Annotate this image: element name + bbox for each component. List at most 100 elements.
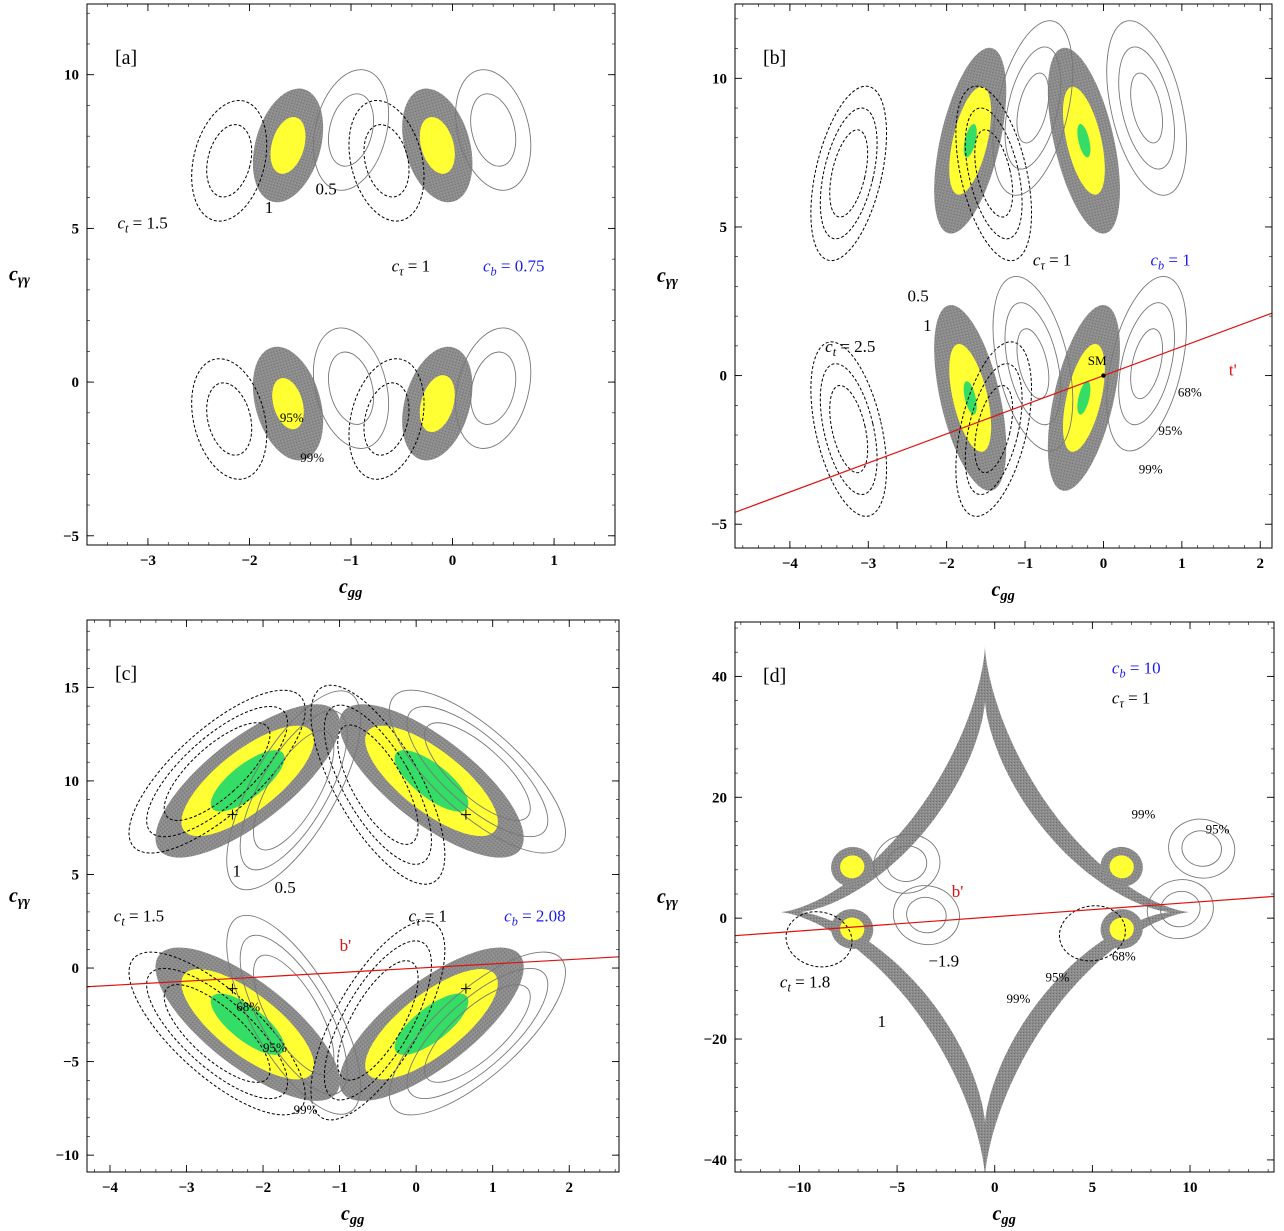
- contour-ring: [337, 724, 419, 845]
- x-tick-label: −2: [241, 553, 257, 569]
- contour-ring: [892, 885, 960, 946]
- confidence-label: 99%: [1139, 462, 1163, 477]
- plot-area: [735, 20, 1272, 517]
- annotation-label: ct = 1.5: [117, 213, 167, 235]
- x-axis-label: cgg: [339, 576, 362, 601]
- reference-line: [735, 312, 1272, 513]
- contour-ring: [906, 896, 947, 934]
- annotation-label: −1.9: [928, 952, 959, 971]
- confidence-label: 99%: [1006, 991, 1030, 1006]
- contour-ring: [992, 20, 1074, 196]
- contour-ring: [163, 984, 271, 1083]
- annotation-label: cτ = 1: [392, 256, 431, 278]
- confidence-label: 68%: [236, 999, 260, 1014]
- y-tick-label: −20: [703, 1032, 727, 1048]
- contour-ring: [1016, 328, 1050, 400]
- x-tick-label: −4: [782, 556, 799, 572]
- annotation-label: 0.5: [907, 286, 928, 305]
- contour-ring: [1118, 46, 1175, 170]
- y-tick-label: 0: [720, 911, 728, 927]
- band-68: [963, 123, 977, 158]
- annotation-label: b': [340, 936, 352, 955]
- contour-ring: [1130, 328, 1163, 400]
- contour-ring: [873, 833, 941, 894]
- allowed-region-3: [155, 947, 340, 1101]
- contour-ring: [424, 722, 531, 821]
- best-fit-marker: [460, 983, 471, 994]
- y-tick-label: 5: [72, 867, 80, 883]
- y-tick-label: 0: [72, 961, 80, 977]
- x-tick-label: 0: [991, 1180, 999, 1196]
- contour-ring: [1004, 302, 1062, 426]
- allowed-region-2: [1047, 47, 1120, 234]
- contour-ring: [348, 100, 425, 222]
- band-95: [419, 116, 455, 174]
- y-tick-label: 40: [712, 669, 727, 685]
- plot-frame: [86, 619, 620, 1173]
- panel-d: −10 −5 0 5 10 −40 −20 0 20 40 cgg cγγ [d] cb = 10 cτ =…: [657, 621, 1275, 1228]
- y-tick-label: 10: [64, 68, 79, 84]
- sm-point: [1101, 373, 1106, 378]
- confidence-label: 68%: [1178, 384, 1202, 399]
- contour-ring: [974, 384, 1014, 474]
- contour-ring: [323, 704, 432, 865]
- confidence-label: 95%: [1046, 970, 1070, 985]
- contour-ring: [328, 93, 374, 167]
- annotation-label: cτ = 1: [1112, 689, 1151, 711]
- contour-ring: [146, 967, 289, 1100]
- allowed-region-2: [339, 704, 524, 858]
- y-tick-label: 5: [72, 221, 80, 237]
- contour-ring: [964, 363, 1023, 496]
- annotation-label: ct = 1.8: [780, 973, 830, 995]
- contour-ring: [1168, 818, 1236, 879]
- contour-ring: [964, 107, 1023, 240]
- contour-ring: [1160, 890, 1201, 928]
- dashed-contour-2: [955, 85, 1033, 262]
- dashed-contour-5: [128, 951, 306, 1116]
- annotation-label: b': [952, 882, 964, 901]
- allowed-region-4: [1100, 909, 1143, 949]
- allowed-region-2: [1100, 846, 1143, 887]
- contour-ring: [363, 382, 410, 456]
- contour-ring: [819, 107, 878, 240]
- x-tick-label: −3: [178, 1180, 194, 1196]
- x-tick-label: −2: [939, 556, 955, 572]
- contour-ring: [128, 951, 306, 1116]
- contour-ring: [829, 129, 869, 218]
- y-axis-label: cγγ: [657, 265, 678, 290]
- best-fit-marker: [460, 809, 471, 820]
- y-tick-label: 10: [712, 71, 727, 87]
- contour-ring: [388, 951, 566, 1116]
- panel-label: [d]: [763, 665, 786, 687]
- annotation-label: cb = 2.08: [504, 906, 566, 928]
- contour-ring: [328, 351, 374, 425]
- x-axis-label: cgg: [993, 1203, 1016, 1228]
- x-axis-label: cgg: [341, 1203, 364, 1228]
- plot-area: [191, 69, 532, 480]
- contour-ring: [955, 85, 1033, 262]
- contour-ring: [206, 124, 253, 198]
- x-tick-label: 0: [449, 553, 457, 569]
- plot-frame: [734, 621, 1275, 1173]
- y-tick-label: −40: [703, 1153, 727, 1169]
- contour-ring: [313, 327, 389, 449]
- y-tick-label: 20: [712, 790, 727, 806]
- contour-ring: [1016, 72, 1050, 144]
- solid-contour-4: [1146, 879, 1214, 940]
- contour-ring: [253, 954, 335, 1075]
- solid-contour-3: [226, 690, 362, 891]
- annotation-label: ct = 1.5: [114, 906, 164, 928]
- annotation-label: 1: [232, 861, 241, 880]
- confidence-label: 68%: [1112, 948, 1136, 963]
- contour-ring: [455, 69, 532, 191]
- band-68: [394, 993, 469, 1055]
- panel-label: [b]: [763, 47, 786, 69]
- x-axis-label: cgg: [992, 579, 1015, 604]
- x-tick-label: 1: [489, 1180, 497, 1196]
- x-tick-label: 5: [1089, 1180, 1097, 1196]
- band-68: [210, 750, 285, 812]
- contour-ring: [310, 684, 446, 885]
- contour-ring: [810, 341, 888, 517]
- y-tick-label: 15: [64, 680, 79, 696]
